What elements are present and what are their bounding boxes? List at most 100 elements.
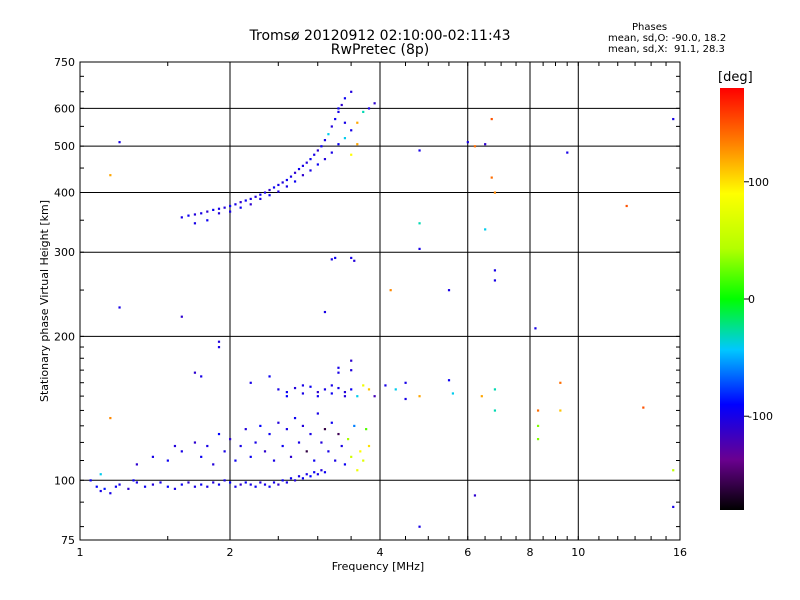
data-point	[493, 191, 497, 194]
data-point	[362, 459, 365, 462]
data-point	[289, 477, 293, 480]
data-point	[418, 395, 421, 398]
data-point	[340, 103, 343, 107]
data-point	[297, 475, 301, 478]
data-point	[180, 450, 183, 453]
data-point	[289, 175, 293, 178]
data-point	[180, 483, 183, 486]
y-axis-ticks: 75 100 200 300 400 500 600 750	[54, 56, 680, 547]
data-point	[293, 416, 297, 420]
data-point	[473, 494, 477, 497]
data-point	[330, 125, 333, 128]
data-point	[559, 381, 562, 384]
data-point	[254, 195, 257, 198]
data-point	[239, 206, 242, 209]
data-point	[285, 390, 288, 394]
data-point	[493, 409, 497, 412]
data-point	[277, 483, 280, 486]
x-tick-label: 10	[571, 546, 585, 559]
data-point	[281, 181, 284, 184]
data-point	[309, 432, 312, 436]
data-point	[337, 432, 340, 436]
phase-stats-x: mean, sd,X: 91.1, 28.3	[608, 44, 725, 55]
data-point	[337, 371, 340, 374]
data-point	[418, 247, 421, 250]
data-point	[249, 197, 252, 201]
data-point	[249, 203, 252, 206]
data-point	[493, 269, 497, 272]
data-point	[350, 455, 353, 458]
data-point	[118, 141, 121, 144]
data-point	[350, 129, 353, 132]
data-point	[490, 117, 493, 121]
data-points	[89, 90, 675, 528]
data-point	[200, 375, 203, 378]
data-point	[89, 479, 92, 482]
data-point	[316, 149, 319, 152]
data-point	[187, 214, 190, 217]
data-point	[234, 203, 237, 206]
data-point	[217, 483, 221, 486]
data-point	[180, 315, 183, 318]
data-point	[217, 346, 221, 349]
y-tick-label: 600	[54, 102, 75, 115]
data-point	[114, 485, 118, 488]
data-point	[316, 412, 319, 415]
data-point	[259, 193, 262, 196]
data-point	[309, 158, 312, 161]
y-tick-label: 200	[54, 330, 75, 343]
data-point	[268, 375, 271, 378]
data-point	[330, 392, 333, 395]
data-point	[418, 525, 421, 528]
data-point	[480, 395, 483, 398]
data-point	[272, 459, 276, 462]
data-point	[316, 473, 319, 476]
data-point	[343, 390, 347, 394]
data-point	[212, 463, 215, 466]
data-point	[404, 381, 407, 384]
data-point	[466, 141, 469, 144]
data-point	[127, 487, 130, 490]
data-point	[353, 259, 356, 262]
y-tick-label: 500	[54, 140, 75, 153]
data-point	[301, 392, 305, 395]
data-point	[268, 194, 271, 197]
data-point	[118, 306, 121, 309]
data-point	[330, 384, 333, 387]
data-point	[350, 90, 353, 93]
data-point	[343, 463, 347, 466]
data-point	[200, 483, 203, 486]
data-point	[268, 432, 271, 436]
data-point	[323, 310, 327, 314]
data-point	[343, 137, 347, 140]
data-point	[362, 384, 365, 387]
x-tick-label: 4	[377, 546, 384, 559]
data-point	[212, 481, 215, 484]
data-point	[229, 204, 232, 208]
data-point	[217, 212, 221, 215]
data-point	[320, 145, 323, 148]
data-point	[356, 143, 359, 146]
data-point	[367, 107, 371, 110]
data-point	[277, 421, 280, 424]
x-tick-label: 6	[464, 546, 471, 559]
data-point	[103, 487, 106, 490]
data-point	[373, 102, 376, 105]
data-point	[200, 455, 203, 458]
data-point	[263, 450, 267, 453]
chart-subtitle: RwPretec (8p)	[330, 42, 430, 58]
data-point	[151, 483, 155, 486]
data-point	[394, 388, 397, 391]
data-point	[239, 201, 242, 204]
data-point	[212, 208, 215, 212]
data-point	[206, 219, 209, 222]
y-tick-label: 750	[54, 56, 75, 69]
data-point	[334, 117, 337, 121]
data-point	[268, 485, 271, 488]
x-tick-label: 16	[673, 546, 687, 559]
data-point	[285, 178, 288, 182]
y-axis-label: Stationary phase Virtual Height [km]	[38, 200, 51, 402]
data-point	[305, 473, 308, 476]
colorbar-tick-label: 100	[748, 176, 769, 189]
data-point	[536, 437, 540, 441]
